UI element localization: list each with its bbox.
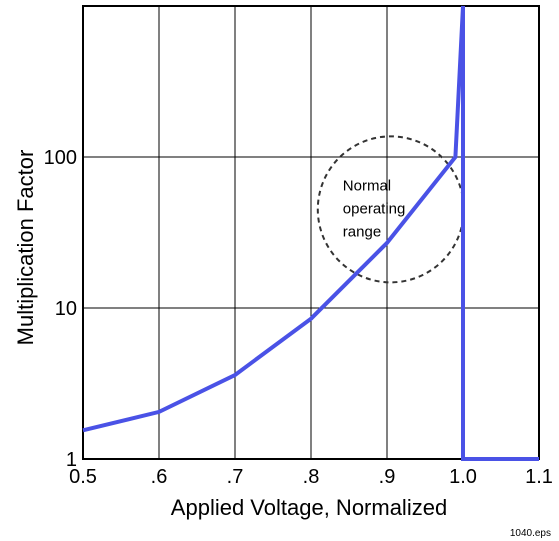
x-tick-label-3: .8 [303,466,320,488]
x-tick-label-4: .9 [379,466,396,488]
x-tick-labels: 0.5 .6 .7 .8 .9 1.0 1.1 [69,466,553,488]
y-tick-labels: 1 10 100 [44,147,77,471]
figure-id: 1040.eps [510,528,551,539]
x-tick-label-2: .7 [227,466,244,488]
x-tick-label-0: 0.5 [69,466,97,488]
y-tick-label-1: 10 [55,298,77,320]
operating-range-circle [316,135,465,284]
x-tick-label-5: 1.0 [449,466,477,488]
y-axis-title: Multiplication Factor [13,150,38,346]
annotation-line-2: range [343,223,381,240]
y-tick-label-0: 1 [66,449,77,471]
x-tick-label-6: 1.1 [525,466,553,488]
annotation-line-0: Normal [343,177,391,194]
x-tick-label-1: .6 [151,466,168,488]
series-line-0 [82,5,539,461]
plot-frame [82,5,540,460]
grid [83,6,539,459]
annotation-line-1: operating [343,200,406,217]
series-layer [82,5,540,461]
annotation-operating-range: Normal operating range [316,135,465,284]
y-tick-label-2: 100 [44,147,77,169]
x-axis-title: Applied Voltage, Normalized [171,495,447,520]
